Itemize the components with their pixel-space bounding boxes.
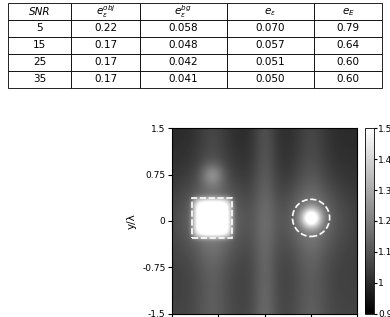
Bar (192, 198, 232, 238)
Y-axis label: y/λ: y/λ (127, 213, 136, 229)
